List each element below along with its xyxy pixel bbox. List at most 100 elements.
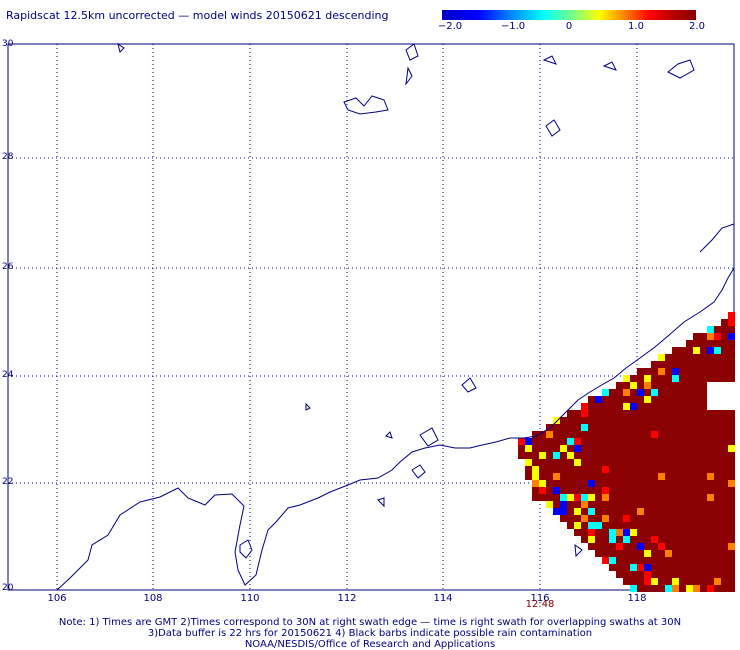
swath-cell bbox=[672, 564, 679, 571]
swath-cell bbox=[679, 480, 686, 487]
swath-cell bbox=[630, 438, 637, 445]
swath-cell bbox=[714, 501, 721, 508]
swath-cell bbox=[693, 354, 700, 361]
swath-cell bbox=[714, 438, 721, 445]
swath-cell bbox=[651, 382, 658, 389]
swath-cell bbox=[707, 480, 714, 487]
swath-cell bbox=[665, 368, 672, 375]
swath-cell bbox=[658, 361, 665, 368]
swath-cell bbox=[658, 417, 665, 424]
swath-cell bbox=[616, 382, 623, 389]
swath-cell bbox=[665, 487, 672, 494]
swath-cell bbox=[616, 396, 623, 403]
swath-cell bbox=[623, 487, 630, 494]
swath-cell bbox=[707, 354, 714, 361]
swath-cell bbox=[644, 389, 651, 396]
swath-cell bbox=[665, 585, 672, 592]
swath-cell bbox=[553, 438, 560, 445]
swath-cell bbox=[560, 508, 567, 515]
swath-cell bbox=[665, 354, 672, 361]
swath-cell bbox=[560, 445, 567, 452]
swath-cell bbox=[658, 585, 665, 592]
swath-cell bbox=[714, 508, 721, 515]
swath-cell bbox=[532, 494, 539, 501]
swath-cell bbox=[672, 515, 679, 522]
lon-label: 110 bbox=[240, 593, 260, 604]
swath-cell bbox=[728, 466, 735, 473]
swath-cell bbox=[623, 578, 630, 585]
swath-cell bbox=[574, 459, 581, 466]
swath-cell bbox=[721, 564, 728, 571]
swath-cell bbox=[700, 557, 707, 564]
swath-cell bbox=[616, 417, 623, 424]
swath-cell bbox=[665, 578, 672, 585]
swath-cell bbox=[707, 508, 714, 515]
swath-cell bbox=[658, 403, 665, 410]
swath-cell bbox=[658, 382, 665, 389]
swath-cell bbox=[721, 382, 728, 389]
swath-cell bbox=[693, 347, 700, 354]
swath-cell bbox=[623, 543, 630, 550]
swath-cell bbox=[567, 508, 574, 515]
swath-cell bbox=[630, 487, 637, 494]
swath-cell bbox=[721, 466, 728, 473]
swath-cell bbox=[588, 403, 595, 410]
swath-cell bbox=[665, 571, 672, 578]
swath-cell bbox=[616, 487, 623, 494]
swath-cell bbox=[581, 522, 588, 529]
swath-cell bbox=[700, 578, 707, 585]
swath-cell bbox=[721, 403, 728, 410]
swath-cell bbox=[602, 452, 609, 459]
swath-cell bbox=[609, 557, 616, 564]
swath-cell bbox=[616, 508, 623, 515]
swath-cell bbox=[693, 487, 700, 494]
swath-cell bbox=[553, 452, 560, 459]
swath-cell bbox=[665, 466, 672, 473]
swath-cell bbox=[560, 494, 567, 501]
swath-cell bbox=[616, 536, 623, 543]
swath-cell bbox=[721, 445, 728, 452]
swath-cell bbox=[651, 487, 658, 494]
swath-cell bbox=[567, 480, 574, 487]
swath-cell bbox=[602, 536, 609, 543]
swath-cell bbox=[728, 382, 735, 389]
swath-cell bbox=[539, 445, 546, 452]
swath-cell bbox=[728, 340, 735, 347]
swath-cell bbox=[679, 410, 686, 417]
swath-cell bbox=[714, 361, 721, 368]
swath-cell bbox=[588, 487, 595, 494]
swath-cell bbox=[686, 417, 693, 424]
swath-cell bbox=[553, 445, 560, 452]
swath-cell bbox=[714, 347, 721, 354]
swath-cell bbox=[714, 403, 721, 410]
swath-cell bbox=[644, 529, 651, 536]
swath-cell bbox=[623, 389, 630, 396]
swath-cell bbox=[686, 550, 693, 557]
colorbar-label: 0 bbox=[565, 21, 573, 32]
swath-cell bbox=[693, 585, 700, 592]
swath-cell bbox=[616, 452, 623, 459]
swath-cell bbox=[623, 431, 630, 438]
swath-cell bbox=[665, 494, 672, 501]
swath-cell bbox=[665, 417, 672, 424]
swath-cell bbox=[644, 417, 651, 424]
swath-cell bbox=[574, 445, 581, 452]
swath-cell bbox=[602, 557, 609, 564]
swath-cell bbox=[728, 473, 735, 480]
swath-cell bbox=[721, 438, 728, 445]
swath-cell bbox=[602, 543, 609, 550]
wind-swath bbox=[518, 312, 735, 592]
swath-cell bbox=[609, 445, 616, 452]
swath-cell bbox=[700, 550, 707, 557]
swath-cell bbox=[700, 585, 707, 592]
swath-cell bbox=[679, 361, 686, 368]
swath-cell bbox=[553, 466, 560, 473]
swath-cell bbox=[532, 431, 539, 438]
swath-cell bbox=[525, 452, 532, 459]
swath-cell bbox=[679, 438, 686, 445]
swath-cell bbox=[581, 515, 588, 522]
swath-cell bbox=[581, 438, 588, 445]
swath-cell bbox=[721, 347, 728, 354]
swath-cell bbox=[693, 480, 700, 487]
swath-cell bbox=[532, 438, 539, 445]
